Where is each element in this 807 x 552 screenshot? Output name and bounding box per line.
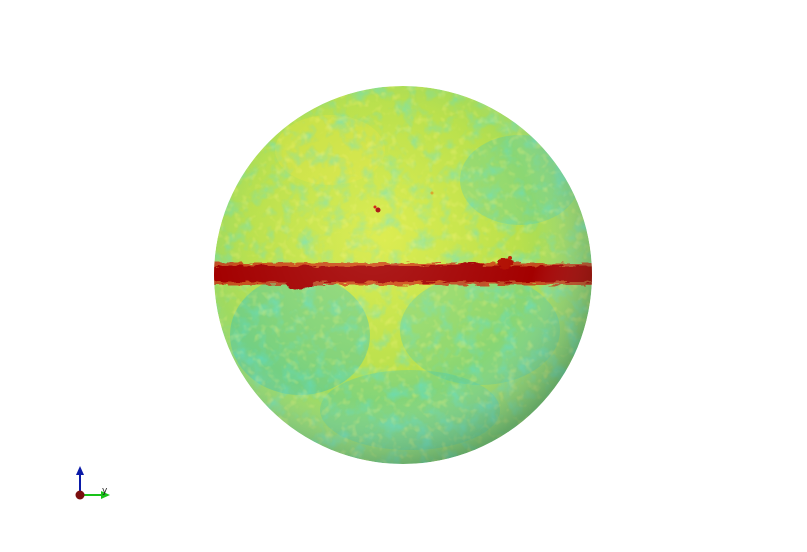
y-axis-label: y bbox=[102, 486, 108, 496]
y-axis-arrow bbox=[101, 491, 110, 499]
z-axis-arrow bbox=[76, 466, 84, 475]
orientation-axes-widget: y bbox=[75, 466, 110, 500]
sphere-surface bbox=[214, 86, 592, 464]
x-axis-dot bbox=[75, 490, 85, 500]
